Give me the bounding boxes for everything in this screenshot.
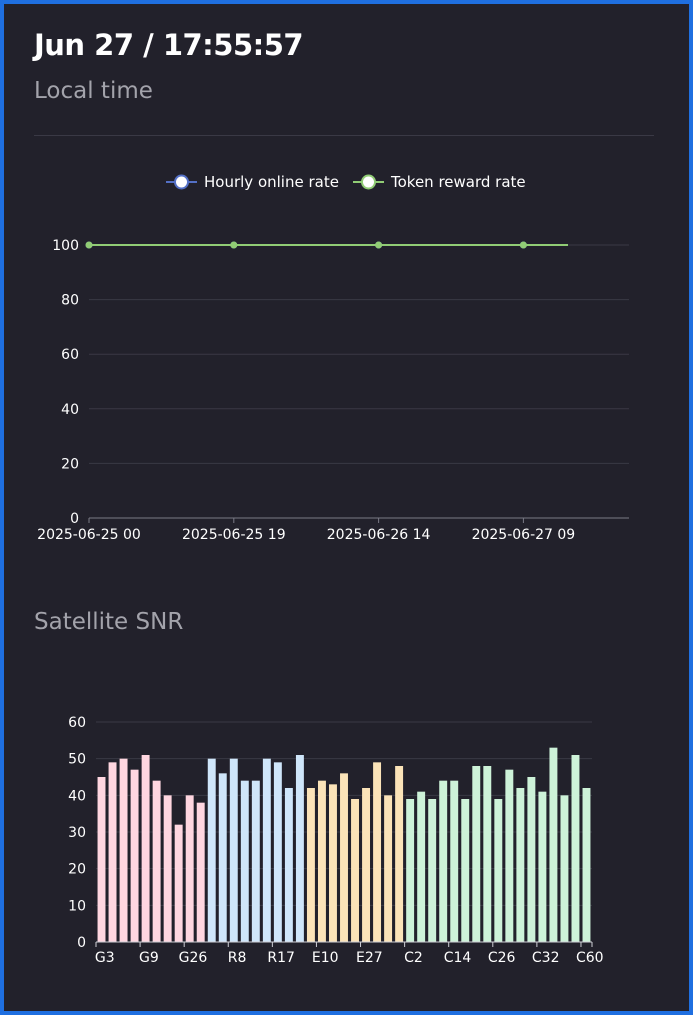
snr-bar[interactable] — [571, 755, 580, 942]
bar-x-tick-label: C2 — [404, 950, 423, 966]
line-y-tick-label: 100 — [52, 238, 79, 254]
snr-bar[interactable] — [185, 795, 194, 942]
legend-item-hourly-online-rate[interactable]: Hourly online rate — [166, 173, 339, 191]
snr-bar[interactable] — [97, 777, 106, 942]
bar-x-tick-label: C14 — [444, 950, 472, 966]
bar-y-tick-label: 10 — [68, 898, 86, 914]
snr-bar[interactable] — [527, 777, 536, 942]
bar-x-tick-label: G9 — [139, 950, 159, 966]
snr-bar[interactable] — [560, 795, 569, 942]
snr-bar[interactable] — [549, 747, 558, 942]
snr-bar[interactable] — [428, 799, 437, 942]
snr-bar[interactable] — [240, 780, 249, 942]
snr-bar[interactable] — [461, 799, 470, 942]
snr-bar[interactable] — [196, 802, 205, 942]
legend-item-token-reward-rate[interactable]: Token reward rate — [353, 173, 526, 191]
bar-x-tick-label: G3 — [95, 950, 115, 966]
snr-bar[interactable] — [340, 773, 348, 942]
snr-bar[interactable] — [373, 762, 382, 942]
snr-bar[interactable] — [417, 791, 426, 942]
bar-x-tick-label: C60 — [576, 950, 604, 966]
snr-bar[interactable] — [450, 780, 459, 942]
snr-section-title: Satellite SNR — [34, 609, 184, 635]
snr-bar[interactable] — [538, 791, 547, 942]
online-rate-line-chart: 0 20 40 60 80 100 2025-06-25 00 2025-06-25 19 20… — [37, 173, 629, 543]
snr-bar[interactable] — [130, 769, 139, 942]
snr-bar[interactable] — [472, 766, 481, 942]
bar-x-tick-label: C26 — [488, 950, 516, 966]
snr-bar[interactable] — [152, 780, 161, 942]
legend-marker-icon — [174, 174, 189, 190]
snr-bar[interactable] — [505, 769, 514, 942]
line-data-point — [519, 241, 527, 249]
page-title: Jun 27 / 17:55:57 — [34, 28, 304, 62]
bar-y-tick-label: 30 — [68, 825, 86, 841]
bar-x-tick-label: E10 — [312, 950, 339, 966]
snr-bar[interactable] — [229, 758, 238, 942]
legend-label: Token reward rate — [390, 173, 526, 191]
snr-bar[interactable] — [439, 780, 448, 942]
bar-y-tick-label: 60 — [68, 715, 86, 731]
snr-bar[interactable] — [174, 824, 183, 942]
line-x-tick-label: 2025-06-25 00 — [37, 527, 141, 543]
line-x-tick-label: 2025-06-25 19 — [182, 527, 286, 543]
snr-bar[interactable] — [251, 780, 260, 942]
bar-x-tick-label: G26 — [179, 950, 208, 966]
legend-marker-icon — [361, 174, 376, 190]
snr-bar[interactable] — [306, 788, 315, 942]
line-data-point — [375, 241, 383, 249]
snr-bar[interactable] — [351, 799, 359, 942]
snr-bar[interactable] — [273, 762, 282, 942]
snr-bar[interactable] — [119, 758, 128, 942]
bar-x-tick-label: E27 — [356, 950, 383, 966]
bar-y-tick-label: 50 — [68, 752, 86, 768]
snr-bar[interactable] — [516, 788, 525, 942]
snr-bar[interactable] — [262, 758, 271, 942]
snr-bar[interactable] — [295, 755, 304, 942]
legend-label: Hourly online rate — [204, 173, 339, 191]
snr-bar[interactable] — [218, 773, 227, 942]
bar-y-tick-label: 20 — [68, 862, 86, 878]
snr-bar[interactable] — [207, 758, 216, 942]
bar-y-tick-label: 40 — [68, 788, 86, 804]
line-data-point — [230, 241, 238, 249]
page-subtitle: Local time — [34, 78, 153, 104]
snr-bar[interactable] — [329, 784, 337, 942]
snr-bar[interactable] — [108, 762, 117, 942]
line-y-tick-label: 40 — [61, 402, 79, 418]
snr-bar[interactable] — [395, 766, 404, 942]
divider — [34, 135, 654, 136]
line-x-tick-label: 2025-06-27 09 — [472, 527, 576, 543]
snr-bar[interactable] — [582, 788, 591, 942]
bar-x-tick-label: R17 — [267, 950, 295, 966]
snr-bar[interactable] — [483, 766, 492, 942]
snr-bar[interactable] — [284, 788, 293, 942]
bar-x-tick-label: C32 — [532, 950, 560, 966]
snr-bar[interactable] — [163, 795, 172, 942]
line-y-tick-label: 0 — [70, 511, 79, 527]
snr-bar[interactable] — [384, 795, 393, 942]
snr-bar[interactable] — [406, 799, 415, 942]
line-y-tick-label: 60 — [61, 347, 79, 363]
snr-bar[interactable] — [494, 799, 503, 942]
line-x-tick-label: 2025-06-26 14 — [327, 527, 431, 543]
line-y-tick-label: 80 — [61, 293, 79, 309]
line-y-tick-label: 20 — [61, 456, 79, 472]
bar-x-tick-label: R8 — [228, 950, 247, 966]
snr-bar[interactable] — [317, 780, 326, 942]
line-data-point — [85, 241, 93, 249]
bar-y-tick-label: 0 — [77, 935, 86, 951]
snr-bar[interactable] — [362, 788, 371, 942]
snr-bar[interactable] — [141, 755, 150, 942]
